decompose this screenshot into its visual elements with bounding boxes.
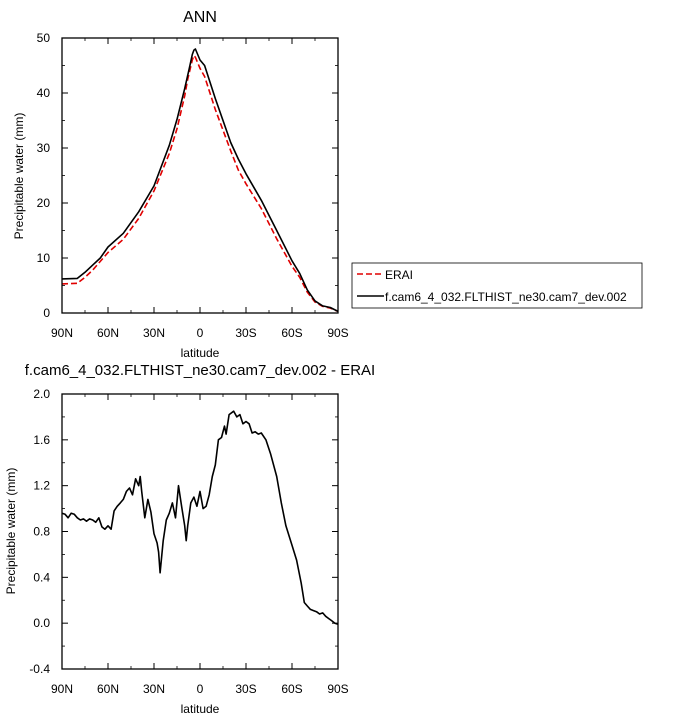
mean-chart-x-tick-label: 90N (51, 326, 73, 340)
difference-chart-x-tick-label: 90N (51, 682, 73, 696)
difference-chart-x-tick-label: 60N (97, 682, 119, 696)
legend-box (351, 262, 643, 309)
difference-chart-x-tick-label: 0 (197, 682, 204, 696)
mean-chart-y-tick-label: 30 (37, 141, 51, 155)
mean-chart-x-tick-label: 60N (97, 326, 119, 340)
mean-chart-series-line-1 (61, 48, 339, 313)
difference-chart-title: f.cam6_4_032.FLTHIST_ne30.cam7_dev.002 -… (25, 362, 375, 379)
mean-chart: ANN 90N 60N 30N 0 30S 60S 90S 0 10 20 30 40 50 latit… (12, 9, 643, 360)
mean-chart-y-tick-label: 20 (37, 196, 51, 210)
difference-chart-y-tick-label: 1.2 (33, 479, 50, 493)
difference-chart-y-tick-label: 0.0 (33, 616, 50, 630)
difference-chart-x-tick-label: 30N (143, 682, 165, 696)
difference-chart-series-line-0 (61, 410, 339, 626)
mean-chart-series-line-0 (61, 54, 339, 313)
difference-chart-x-tick-label: 30S (235, 682, 256, 696)
difference-chart-y-tick-label: 2.0 (33, 387, 50, 401)
mean-chart-title: ANN (183, 9, 217, 26)
difference-chart-frame (61, 393, 339, 670)
mean-chart-ticks: 90N 60N 30N 0 30S 60S 90S 0 10 20 30 40 50 (37, 31, 349, 340)
mean-chart-x-tick-label: 30S (235, 326, 256, 340)
mean-chart-x-tick-label: 60S (281, 326, 302, 340)
difference-chart-y-tick-label: 1.6 (33, 433, 50, 447)
mean-chart-x-tick-label: 0 (197, 326, 204, 340)
mean-chart-x-tick-label: 90S (327, 326, 348, 340)
difference-chart-x-label: latitude (181, 702, 220, 716)
mean-chart-y-tick-label: 40 (37, 86, 51, 100)
mean-chart-x-tick-label: 30N (143, 326, 165, 340)
mean-chart-y-label: Precipitable water (mm) (12, 113, 26, 240)
mean-chart-x-label: latitude (181, 346, 220, 360)
difference-chart-ticks: 90N 60N 30N 0 30S 60S 90S -0.4 0.0 0.4 0.8 1.2 1.6 2.… (29, 387, 348, 696)
difference-chart-y-label: Precipitable water (mm) (4, 468, 18, 595)
difference-chart-y-tick-label: 0.8 (33, 525, 50, 539)
mean-chart-y-tick-label: 0 (43, 306, 50, 320)
mean-chart-legend: ERAI f.cam6_4_032.FLTHIST_ne30.cam7_dev.… (351, 262, 643, 309)
mean-chart-y-tick-label: 50 (37, 31, 51, 45)
difference-chart-x-tick-label: 90S (327, 682, 348, 696)
difference-chart: f.cam6_4_032.FLTHIST_ne30.cam7_dev.002 -… (4, 362, 375, 716)
difference-chart-y-tick-label: -0.4 (29, 662, 50, 676)
difference-chart-lines (61, 410, 339, 626)
mean-chart-lines (61, 48, 339, 313)
difference-chart-x-tick-label: 60S (281, 682, 302, 696)
legend-model-label: f.cam6_4_032.FLTHIST_ne30.cam7_dev.002 (385, 290, 627, 304)
difference-chart-y-tick-label: 0.4 (33, 570, 50, 584)
mean-chart-frame (61, 37, 339, 314)
legend-erai-label: ERAI (385, 268, 413, 282)
mean-chart-y-tick-label: 10 (37, 251, 51, 265)
